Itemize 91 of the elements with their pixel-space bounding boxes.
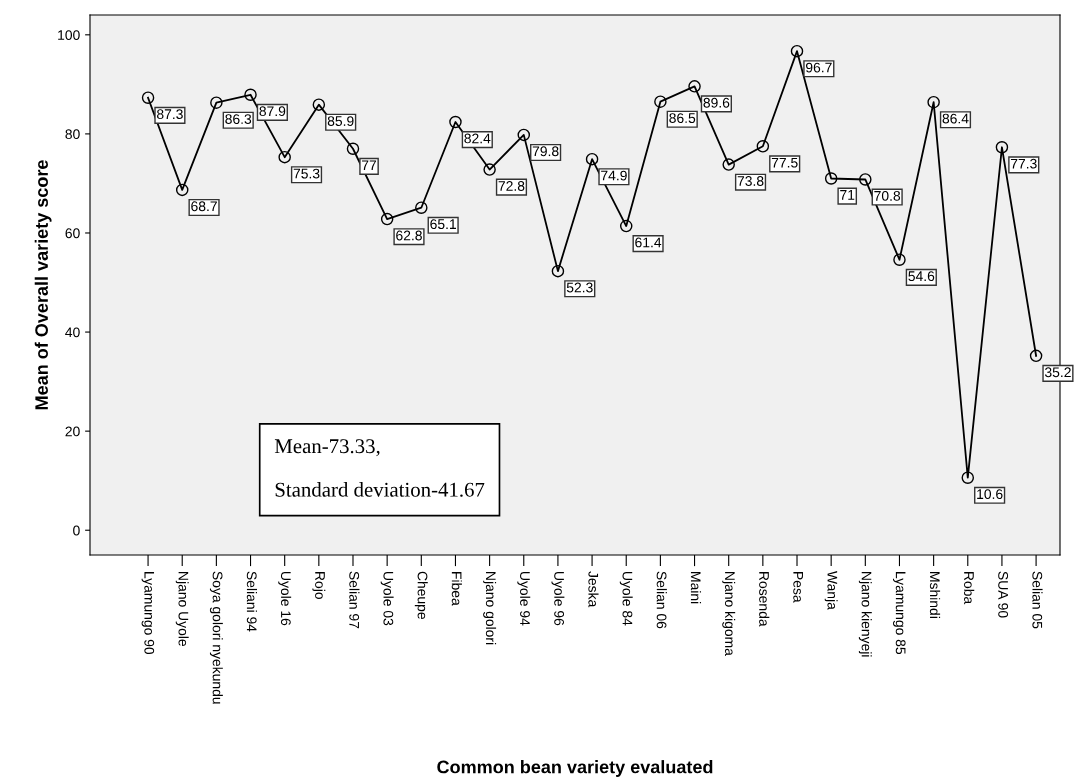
x-tick-label: Rojo (312, 572, 326, 599)
data-label: 77.3 (1010, 158, 1037, 169)
x-tick-label: Uyole 94 (517, 572, 531, 626)
point (278, 150, 291, 164)
data-label: 96.7 (805, 62, 832, 73)
point (585, 152, 599, 166)
x-tick-label: Pesa (793, 572, 803, 603)
x-tick-label: Lyamungo 90 (141, 572, 155, 655)
data-label: 79.8 (532, 146, 559, 157)
y-tick-label: 100 (58, 30, 80, 40)
data-label: 70.8 (874, 190, 901, 201)
point (961, 471, 975, 484)
data-label: 77.5 (771, 157, 798, 168)
x-tick-label: Uyole 84 (619, 572, 633, 626)
point (722, 158, 735, 171)
x-tick-label: Selian 05 (1032, 571, 1043, 629)
point (380, 212, 394, 226)
point (790, 44, 804, 58)
point (210, 96, 223, 109)
x-tick-label: Roba (964, 572, 975, 605)
point (859, 173, 872, 186)
point (619, 219, 633, 233)
point (995, 141, 1009, 154)
x-tick-label: Wanja (824, 571, 838, 610)
x-tick-label: Maini (690, 572, 702, 604)
data-label: 62.8 (396, 230, 422, 241)
point (654, 95, 667, 108)
point (483, 163, 496, 176)
data-label: 52.3 (566, 282, 593, 293)
y-tick-label: 40 (65, 327, 80, 338)
data-label: 72.8 (498, 181, 525, 191)
data-label: 85.9 (327, 116, 354, 126)
data-label: 73.8 (737, 176, 764, 186)
point (449, 115, 462, 129)
data-label: 75.3 (293, 168, 320, 179)
x-tick-label: Selian 06 (656, 571, 667, 629)
data-label: 87.3 (157, 109, 183, 120)
point (312, 98, 326, 111)
y-axis-title: Mean of Overall variety score (34, 160, 52, 410)
point (1029, 349, 1043, 363)
x-tick-label: SUA 90 (998, 571, 1009, 618)
data-label: 87.9 (259, 106, 286, 117)
data-label: 71 (840, 190, 855, 200)
data-label: 82.4 (464, 133, 491, 144)
x-tick-label: Uyole 96 (551, 572, 565, 626)
x-tick-label: Cheupe (414, 571, 428, 620)
x-tick-label: Njano kienyeji (858, 572, 872, 657)
x-tick-label: Fibea (451, 572, 462, 606)
point (927, 95, 940, 109)
point (688, 80, 701, 93)
x-tick-label: Soya golori nyekundu (209, 571, 223, 704)
data-label: 65.1 (430, 219, 456, 230)
x-tick-label: Jeska (588, 571, 599, 608)
data-label: 89.6 (703, 97, 730, 108)
x-tick-label: Seliani 94 (246, 571, 257, 632)
point (244, 88, 257, 102)
data-label: 74.9 (601, 170, 627, 181)
x-tick-label: Uyole 03 (380, 572, 394, 626)
data-label: 86.4 (942, 113, 969, 124)
annotation: Mean-73.33, (274, 439, 380, 457)
data-label: 68.7 (191, 201, 217, 212)
data-label: 35.2 (1044, 367, 1071, 378)
point (893, 253, 906, 266)
data-label: 10.6 (977, 489, 1003, 500)
point (175, 183, 189, 197)
point (551, 264, 565, 278)
y-tick-label: 80 (65, 129, 80, 140)
data-label: 61.4 (635, 237, 662, 248)
point (824, 172, 838, 185)
data-label: 86.5 (669, 113, 696, 124)
x-tick-label: Njano Uyole (175, 572, 189, 647)
x-tick-label: Lyamungo 85 (893, 572, 906, 655)
data-label: 54.6 (908, 271, 935, 282)
annotation: Standard deviation-41.67 (275, 482, 485, 497)
x-tick-label: Selian 97 (349, 571, 360, 629)
data-label: 77 (362, 160, 377, 170)
x-axis-title: Common bean variety evaluated (437, 760, 713, 777)
data-label: 86.3 (225, 114, 252, 124)
y-tick-label: 20 (65, 426, 80, 437)
x-tick-label: Njano golori (483, 572, 497, 645)
x-tick-label: Njano kigoma (722, 572, 736, 656)
point (346, 142, 360, 156)
x-tick-label: Uyole 16 (278, 572, 292, 626)
x-tick-label: Mshindi (929, 572, 941, 618)
point (756, 140, 770, 153)
point (517, 128, 531, 142)
y-tick-label: 0 (73, 525, 80, 536)
point (141, 91, 155, 104)
x-tick-label: Rosenda (759, 572, 770, 627)
point (415, 201, 428, 214)
y-tick-label: 60 (65, 228, 80, 239)
